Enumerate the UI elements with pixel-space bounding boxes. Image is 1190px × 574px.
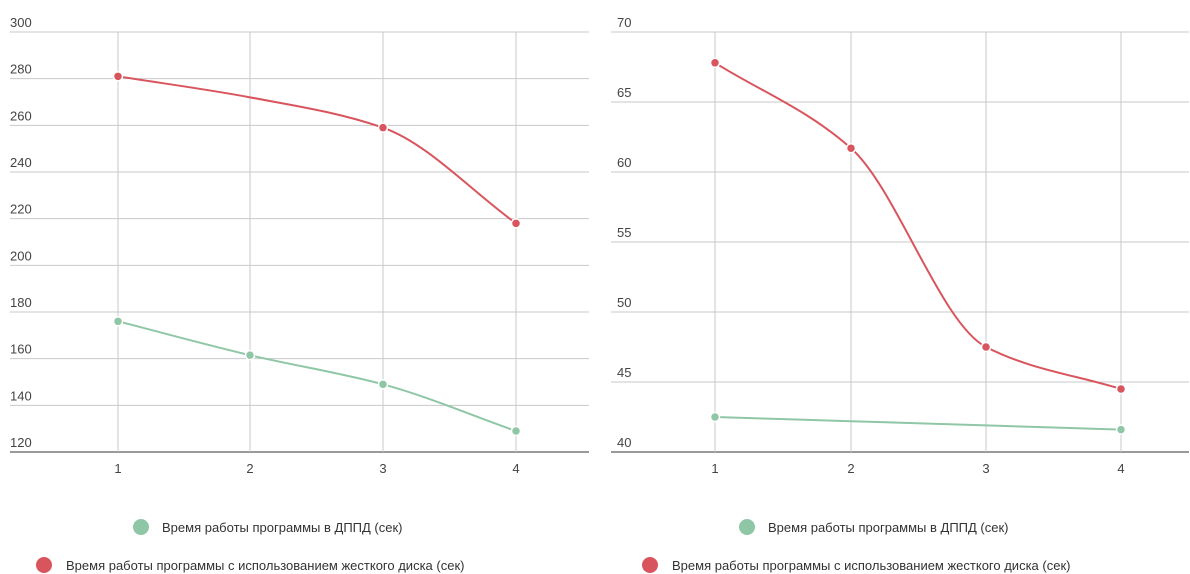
- y-tick-label: 300: [10, 15, 32, 30]
- y-tick-label: 60: [617, 155, 631, 170]
- y-tick-label: 220: [10, 202, 32, 217]
- y-tick-label: 260: [10, 108, 32, 123]
- gridlines: [611, 31, 1189, 453]
- y-tick-label: 40: [617, 435, 631, 450]
- data-point[interactable]: [1115, 424, 1127, 435]
- legend-item-2[interactable]: Время работы программы с использованием …: [642, 557, 1070, 573]
- series-line-2: [714, 61, 1122, 390]
- legend-swatch: [739, 519, 755, 535]
- data-point[interactable]: [980, 341, 992, 353]
- line-chart-right: 40 45 50 55 60 65 70 1 2 3 4 Время работы программы…: [611, 15, 1189, 573]
- y-tick-label: 240: [10, 155, 32, 170]
- y-tick-label: 70: [617, 15, 631, 30]
- x-tick-label: 4: [512, 461, 519, 476]
- data-point[interactable]: [244, 349, 256, 361]
- gridlines: [10, 31, 589, 453]
- y-tick-label: 50: [617, 295, 631, 310]
- legend-swatch: [36, 557, 52, 573]
- data-point[interactable]: [845, 142, 857, 154]
- x-tick-label: 4: [1117, 461, 1124, 476]
- y-tick-label: 55: [617, 225, 631, 240]
- series-line-1: [714, 416, 1122, 431]
- data-point[interactable]: [377, 122, 389, 133]
- data-point[interactable]: [112, 316, 124, 327]
- x-tick-label: 2: [847, 461, 854, 476]
- data-point[interactable]: [1115, 383, 1127, 395]
- y-tick-label: 45: [617, 365, 631, 380]
- x-tick-label: 1: [114, 461, 121, 476]
- data-point[interactable]: [709, 411, 721, 423]
- data-point[interactable]: [510, 218, 522, 229]
- data-point[interactable]: [510, 425, 522, 437]
- y-tick-label: 140: [10, 388, 32, 403]
- data-point[interactable]: [377, 379, 389, 390]
- series-line-1: [117, 320, 517, 432]
- x-tick-label: 2: [246, 461, 253, 476]
- legend-item-1[interactable]: Время работы программы в ДППД (сек): [133, 519, 403, 535]
- y-tick-label: 160: [10, 342, 32, 357]
- legend-item-1[interactable]: Время работы программы в ДППД (сек): [739, 519, 1009, 535]
- legend-label: Время работы программы в ДППД (сек): [162, 520, 403, 535]
- y-tick-label: 180: [10, 295, 32, 310]
- line-chart-left: 120 140 160 180 200 220 240 260 280 300 1 2 3 4 Время …: [10, 15, 589, 573]
- legend-swatch: [133, 519, 149, 535]
- y-tick-label: 120: [10, 435, 32, 450]
- x-tick-label: 3: [982, 461, 989, 476]
- legend-item-2[interactable]: Время работы программы с использованием …: [36, 557, 464, 573]
- legend-label: Время работы программы с использованием …: [672, 558, 1070, 573]
- legend-label: Время работы программы в ДППД (сек): [768, 520, 1009, 535]
- data-point[interactable]: [709, 57, 721, 69]
- x-tick-label: 1: [711, 461, 718, 476]
- series-line-2: [117, 75, 517, 225]
- y-tick-label: 200: [10, 248, 32, 263]
- legend-swatch: [642, 557, 658, 573]
- y-tick-label: 280: [10, 62, 32, 77]
- x-tick-label: 3: [379, 461, 386, 476]
- data-point[interactable]: [112, 71, 124, 82]
- legend-label: Время работы программы с использованием …: [66, 558, 464, 573]
- y-tick-label: 65: [617, 85, 631, 100]
